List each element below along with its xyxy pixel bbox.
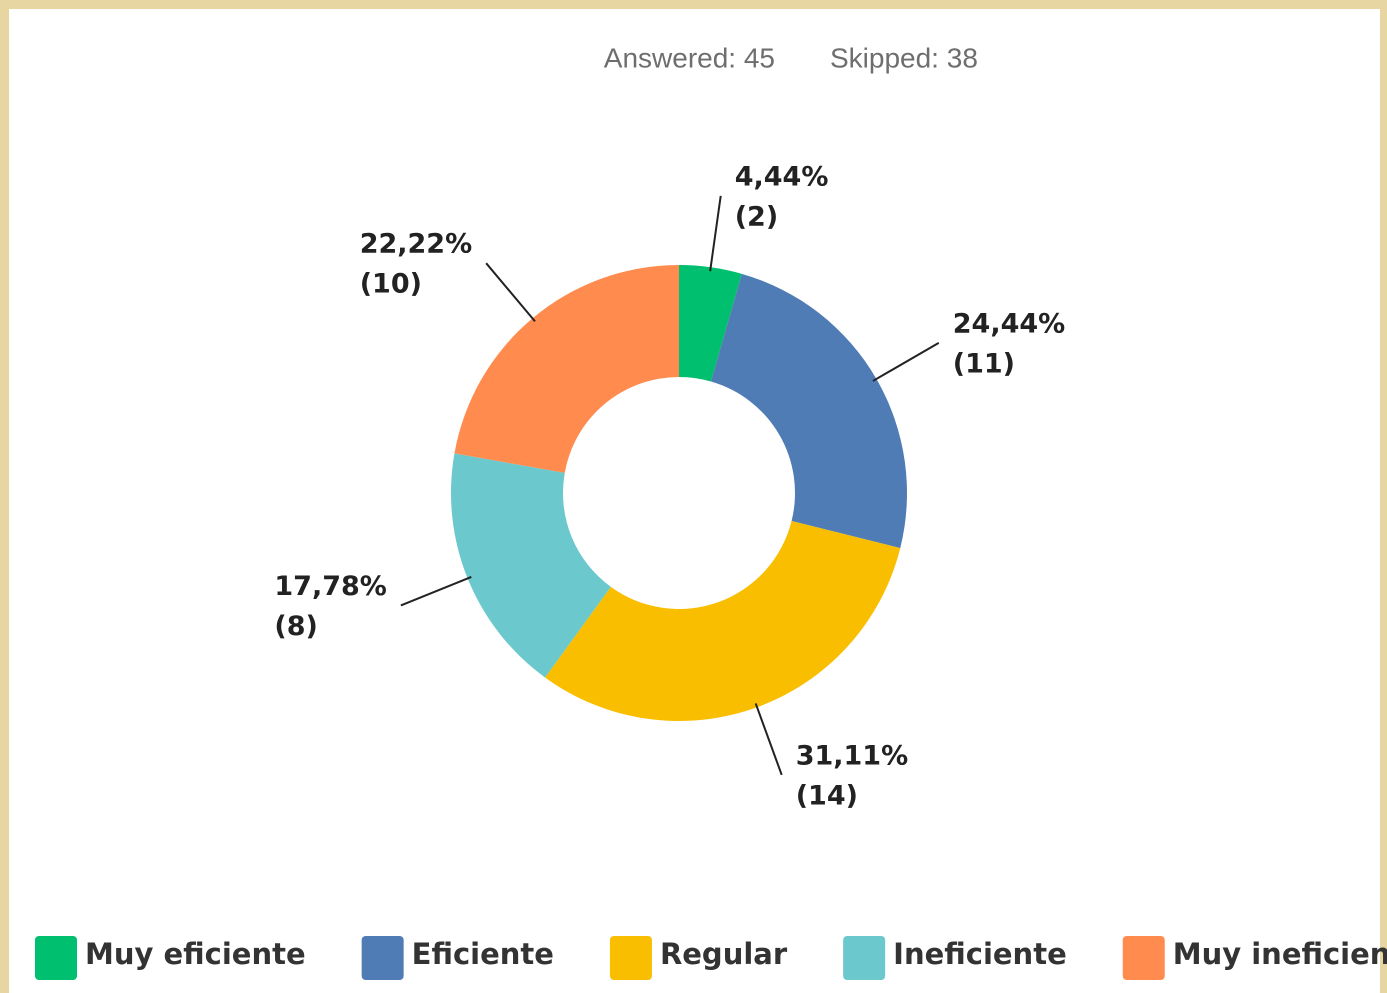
legend-swatch [35, 936, 77, 980]
answered: Answered: 45 [604, 42, 775, 73]
legend-label: Eficiente [412, 937, 554, 971]
panel [9, 9, 1380, 993]
value-label: 17,78% [274, 571, 386, 602]
leader-line [709, 195, 722, 272]
value-label: 4,44% [735, 161, 829, 192]
legend-label: Regular [660, 937, 788, 971]
count-label: (11) [953, 348, 1015, 379]
skipped: Skipped: 38 [830, 42, 978, 73]
legend-swatch [361, 936, 404, 980]
value-label: 22,22% [360, 229, 472, 260]
value-label: 24,44% [953, 308, 1065, 339]
leader-line [872, 342, 940, 382]
legend-label: Muy eficiente [85, 937, 306, 971]
value-label: 31,11% [796, 740, 908, 771]
slice [710, 273, 908, 549]
slice [545, 521, 901, 722]
count-label: (10) [360, 269, 422, 300]
leader-line [485, 262, 536, 323]
legend-swatch [843, 936, 886, 980]
legend-swatch [1122, 936, 1165, 980]
legend-label: Ineficiente [893, 937, 1067, 971]
count-label: (14) [796, 780, 858, 811]
count-label: (8) [274, 611, 317, 642]
slice [679, 265, 742, 382]
legend-swatch [609, 936, 652, 980]
count-label: (2) [735, 201, 778, 232]
leader-line [754, 703, 783, 776]
leader-line [400, 576, 472, 607]
slice [450, 453, 611, 678]
slice [454, 265, 679, 473]
legend-label: Muy ineficiente [1173, 937, 1387, 971]
